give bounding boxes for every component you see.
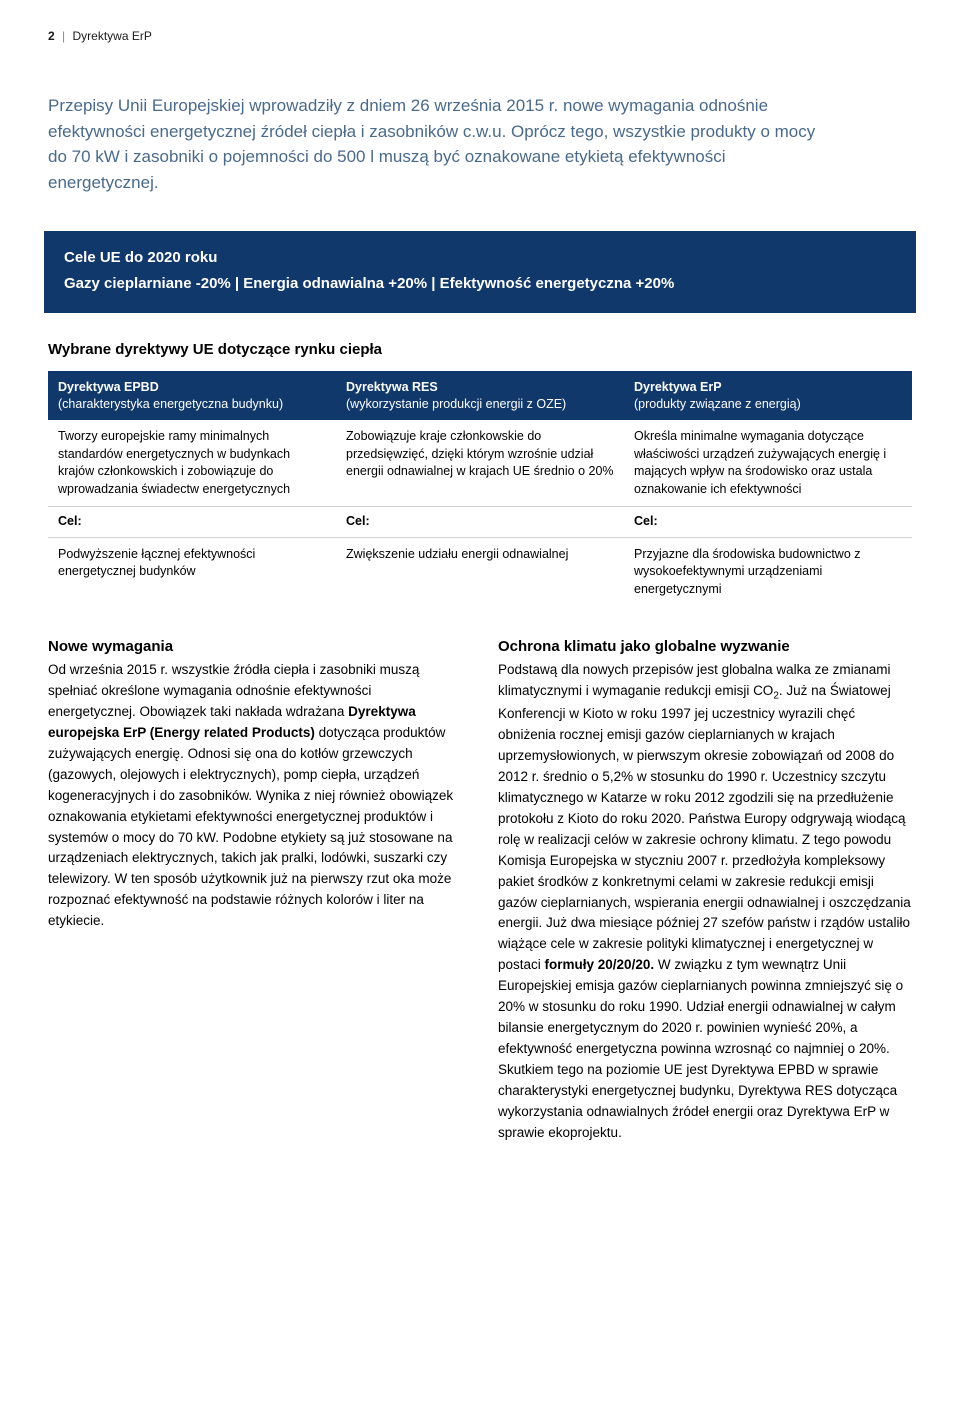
col-sub: (wykorzystanie produkcji energii z OZE) [346, 396, 614, 413]
directives-table: Dyrektywa EPBD (charakterystyka energety… [48, 371, 912, 607]
goal-erp: Przyjazne dla środowiska budownictwo z w… [624, 537, 912, 606]
right-heading: Ochrona klimatu jako globalne wyzwanie [498, 636, 912, 658]
text: W związku z tym wewnątrz Unii Europejski… [498, 957, 903, 1139]
col-title: Dyrektywa RES [346, 380, 438, 394]
banner-title: Cele UE do 2020 roku [64, 247, 896, 269]
directives-heading: Wybrane dyrektywy UE dotyczące rynku cie… [48, 339, 912, 361]
col-sub: (charakterystyka energetyczna budynku) [58, 396, 326, 413]
table-row: Podwyższenie łącznej efektywności energe… [48, 537, 912, 606]
bold-text: formuły 20/20/20. [545, 957, 655, 972]
doc-title: Dyrektywa ErP [73, 29, 152, 43]
right-body: Podstawą dla nowych przepisów jest globa… [498, 660, 912, 1143]
banner-subtitle: Gazy cieplarniane -20% | Energia odnawia… [64, 273, 896, 295]
table-row: Cel: Cel: Cel: [48, 507, 912, 538]
text: dotycząca produktów zużywających energię… [48, 725, 453, 928]
left-heading: Nowe wymagania [48, 636, 462, 658]
col-header-epbd: Dyrektywa EPBD (charakterystyka energety… [48, 371, 336, 421]
left-body: Od września 2015 r. wszystkie źródła cie… [48, 660, 462, 932]
header-separator: | [62, 29, 65, 43]
col-header-erp: Dyrektywa ErP (produkty związane z energ… [624, 371, 912, 421]
page-header: 2 | Dyrektywa ErP [48, 28, 912, 45]
page-number: 2 [48, 29, 55, 43]
intro-text: Przepisy Unii Europejskiej wprowadziły z… [48, 93, 828, 195]
desc-epbd: Tworzy europejskie ramy minimalnych stan… [48, 420, 336, 507]
goal-epbd: Podwyższenie łącznej efektywności energe… [48, 537, 336, 606]
col-title: Dyrektywa EPBD [58, 380, 159, 394]
cel-label: Cel: [624, 507, 912, 538]
eu-targets-banner: Cele UE do 2020 roku Gazy cieplarniane -… [44, 231, 916, 313]
col-header-res: Dyrektywa RES (wykorzystanie produkcji e… [336, 371, 624, 421]
table-row: Tworzy europejskie ramy minimalnych stan… [48, 420, 912, 507]
col-title: Dyrektywa ErP [634, 380, 722, 394]
body-columns: Nowe wymagania Od września 2015 r. wszys… [48, 636, 912, 1143]
text: . Już na Światowej Konferencji w Kioto w… [498, 683, 911, 972]
left-column: Nowe wymagania Od września 2015 r. wszys… [48, 636, 462, 1143]
desc-res: Zobowiązuje kraje członkowskie do przeds… [336, 420, 624, 507]
desc-erp: Określa minimalne wymagania dotyczące wł… [624, 420, 912, 507]
cel-label: Cel: [336, 507, 624, 538]
col-sub: (produkty związane z energią) [634, 396, 902, 413]
cel-label: Cel: [48, 507, 336, 538]
right-column: Ochrona klimatu jako globalne wyzwanie P… [498, 636, 912, 1143]
goal-res: Zwiększenie udziału energii odnawialnej [336, 537, 624, 606]
